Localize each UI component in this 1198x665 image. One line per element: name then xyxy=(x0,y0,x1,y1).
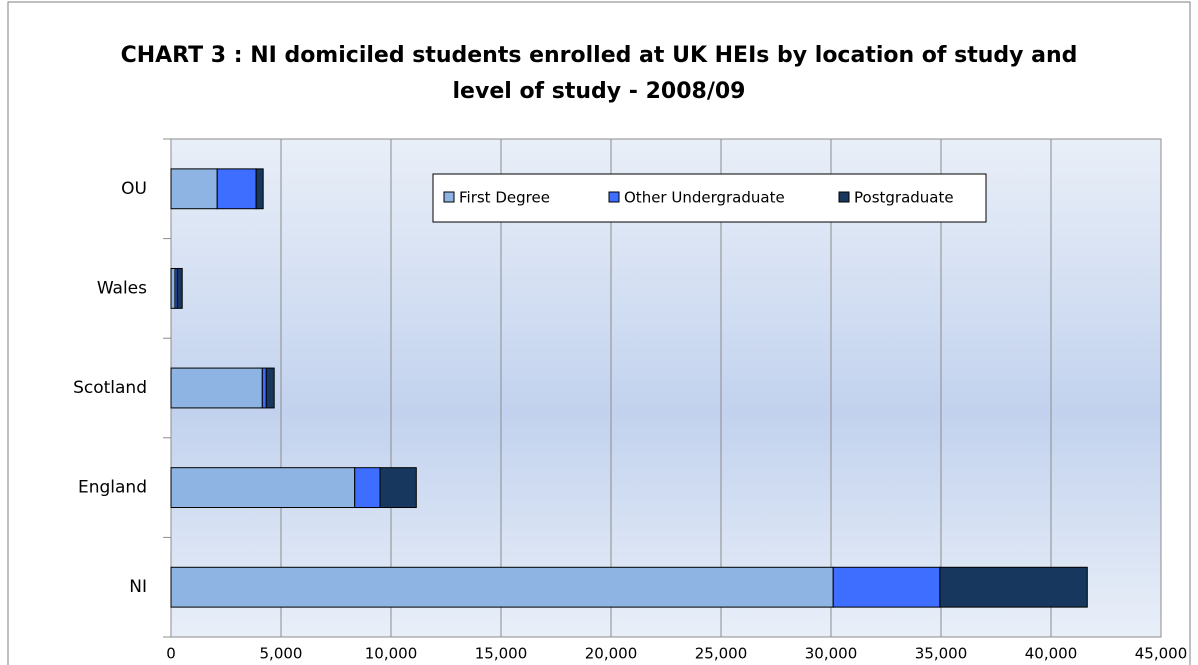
bar-segment xyxy=(261,367,267,409)
y-tick-label: NI xyxy=(129,577,147,597)
bar-segment xyxy=(379,467,417,509)
bar-segment xyxy=(176,267,183,309)
bar-segment xyxy=(170,267,176,309)
legend-swatch xyxy=(608,191,620,203)
legend-swatch xyxy=(443,191,455,203)
y-tick-label: Wales xyxy=(97,278,147,298)
bar-segment xyxy=(170,566,834,608)
bar-segment xyxy=(170,367,263,409)
x-tick-label: 10,000 xyxy=(365,645,418,663)
x-tick-label: 15,000 xyxy=(475,645,528,663)
y-tick-label: Scotland xyxy=(73,378,147,398)
bar-segment xyxy=(170,168,218,210)
legend-label: First Degree xyxy=(459,189,550,207)
bar-segment xyxy=(265,367,275,409)
x-tick-label: 35,000 xyxy=(915,645,968,663)
bar-segment xyxy=(216,168,257,210)
bar-segment xyxy=(939,566,1088,608)
legend-label: Other Undergraduate xyxy=(624,189,785,207)
y-tick-label: England xyxy=(78,478,147,498)
x-tick-label: 45,000 xyxy=(1135,645,1188,663)
legend-label: Postgraduate xyxy=(854,189,954,207)
bar-segment xyxy=(832,566,941,608)
y-tick-label: OU xyxy=(121,179,147,199)
x-tick-label: 0 xyxy=(166,645,176,663)
bar-segment xyxy=(354,467,381,509)
bar-segment xyxy=(255,168,264,210)
legend-swatch xyxy=(838,191,850,203)
bar-segment xyxy=(170,467,356,509)
x-tick-label: 5,000 xyxy=(260,645,303,663)
x-tick-label: 30,000 xyxy=(805,645,858,663)
x-tick-label: 40,000 xyxy=(1025,645,1078,663)
x-tick-label: 20,000 xyxy=(585,645,638,663)
chart-title: CHART 3 : NI domiciled students enrolled… xyxy=(120,43,1078,104)
legend-box xyxy=(432,173,987,223)
x-tick-label: 25,000 xyxy=(695,645,748,663)
